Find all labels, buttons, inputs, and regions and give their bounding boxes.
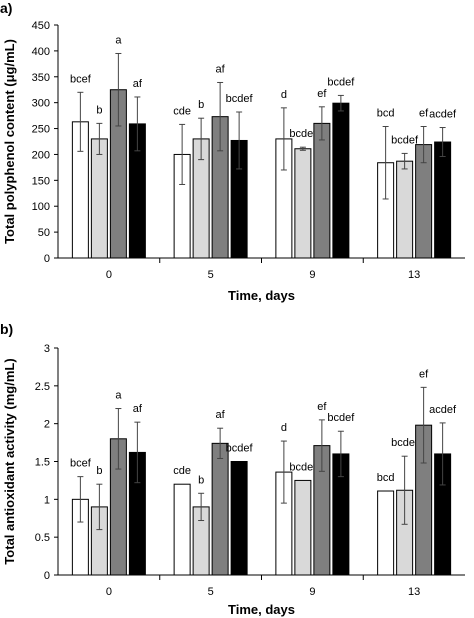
bar xyxy=(173,483,191,576)
significance-label: af xyxy=(133,403,143,415)
y-tick-label: 1.5 xyxy=(35,457,50,469)
y-tick-label: 0.5 xyxy=(35,532,50,544)
x-tick-label: 5 xyxy=(208,269,214,281)
bar xyxy=(396,160,414,259)
y-tick-label: 400 xyxy=(32,46,50,58)
x-tick-label: 9 xyxy=(309,586,315,598)
significance-label: af xyxy=(216,63,226,75)
y-tick-label: 350 xyxy=(32,72,50,84)
significance-label: bcdef xyxy=(289,128,317,140)
significance-label: b xyxy=(198,99,204,111)
y-tick-label: 50 xyxy=(38,227,50,239)
significance-label: b xyxy=(198,474,204,486)
significance-label: cde xyxy=(173,105,191,117)
bar xyxy=(377,490,395,576)
significance-label: bcdef xyxy=(391,437,419,449)
significance-label: af xyxy=(133,78,143,90)
significance-label: cde xyxy=(173,465,191,477)
bar xyxy=(332,102,350,259)
significance-label: af xyxy=(216,409,226,421)
bar xyxy=(294,148,312,259)
panel-label: b) xyxy=(0,321,13,337)
x-tick-label: 0 xyxy=(106,586,112,598)
significance-label: ef xyxy=(317,88,327,100)
bar xyxy=(230,461,248,576)
significance-label: bcdef xyxy=(226,93,254,105)
bar xyxy=(211,442,229,576)
significance-label: bcef xyxy=(70,73,92,85)
y-tick-label: 0 xyxy=(44,253,50,265)
x-tick-label: 13 xyxy=(408,586,420,598)
significance-label: bcdef xyxy=(391,134,419,146)
bar xyxy=(90,138,108,259)
significance-label: bcef xyxy=(70,458,92,470)
significance-label: bcd xyxy=(377,472,395,484)
significance-label: bcdef xyxy=(289,461,317,473)
significance-label: ef xyxy=(419,368,429,380)
y-tick-label: 3 xyxy=(44,343,50,355)
significance-label: a xyxy=(115,34,122,46)
significance-label: ef xyxy=(317,401,327,413)
bar xyxy=(434,141,452,259)
significance-label: bcdef xyxy=(327,76,355,88)
x-tick-label: 13 xyxy=(408,269,420,281)
significance-label: bcdef xyxy=(327,412,355,424)
bar xyxy=(294,479,312,576)
y-tick-label: 150 xyxy=(32,175,50,187)
y-tick-label: 0 xyxy=(44,570,50,582)
x-tick-label: 9 xyxy=(309,269,315,281)
significance-label: b xyxy=(96,465,102,477)
significance-label: acdef xyxy=(429,109,457,121)
bar xyxy=(313,122,331,259)
y-tick-label: 100 xyxy=(32,201,50,213)
y-tick-label: 2.5 xyxy=(35,381,50,393)
y-tick-label: 300 xyxy=(32,98,50,110)
y-tick-label: 450 xyxy=(32,20,50,32)
y-axis-title: Total antioxidant activity (mg/mL) xyxy=(2,358,17,564)
y-tick-label: 1 xyxy=(44,494,50,506)
y-tick-label: 250 xyxy=(32,124,50,136)
significance-label: ef xyxy=(419,107,429,119)
y-tick-label: 200 xyxy=(32,149,50,161)
significance-label: d xyxy=(281,422,287,434)
y-axis-title: Total polyphenol content (μg/mL) xyxy=(2,39,17,244)
x-tick-label: 5 xyxy=(208,586,214,598)
significance-label: bcdef xyxy=(226,443,254,455)
x-axis-title: Time, days xyxy=(228,288,295,303)
panel-label: a) xyxy=(0,0,12,16)
significance-label: a xyxy=(115,390,122,402)
y-tick-label: 2 xyxy=(44,419,50,431)
x-tick-label: 0 xyxy=(106,269,112,281)
significance-label: acdef xyxy=(429,404,457,416)
significance-label: b xyxy=(96,104,102,116)
significance-label: d xyxy=(281,89,287,101)
significance-label: bcd xyxy=(377,107,395,119)
x-axis-title: Time, days xyxy=(228,602,295,617)
